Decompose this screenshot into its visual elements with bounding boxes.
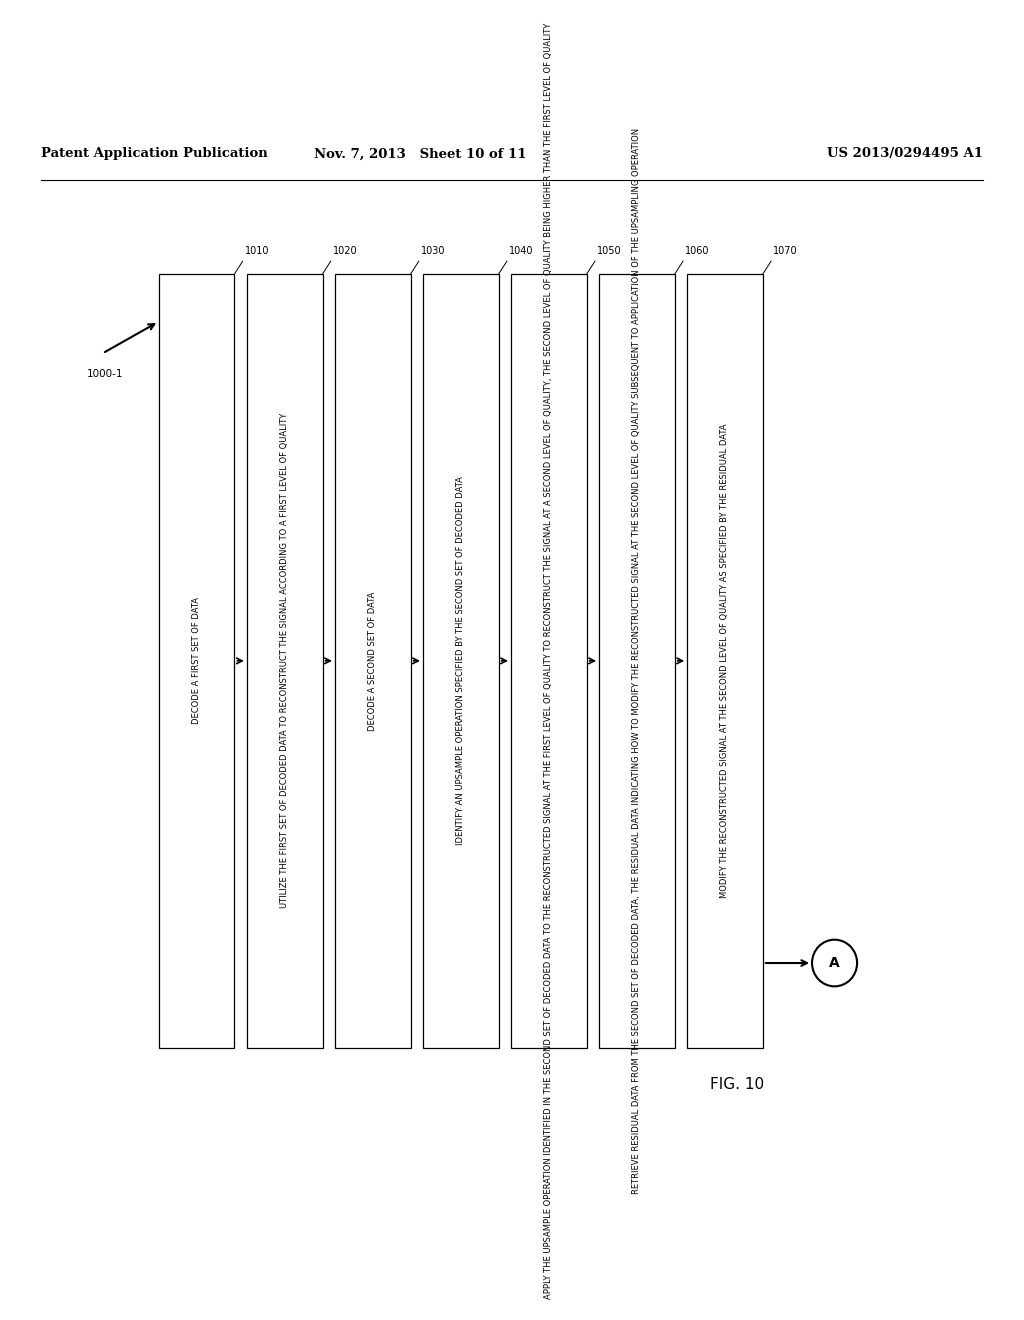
Text: UTILIZE THE FIRST SET OF DECODED DATA TO RECONSTRUCT THE SIGNAL ACCORDING TO A F: UTILIZE THE FIRST SET OF DECODED DATA TO… [281, 413, 289, 908]
Text: 1070: 1070 [773, 246, 798, 256]
Text: APPLY THE UPSAMPLE OPERATION IDENTIFIED IN THE SECOND SET OF DECODED DATA TO THE: APPLY THE UPSAMPLE OPERATION IDENTIFIED … [545, 22, 553, 1299]
FancyBboxPatch shape [511, 275, 587, 1048]
Text: Patent Application Publication: Patent Application Publication [41, 148, 267, 161]
Text: 1010: 1010 [245, 246, 269, 256]
Text: 1060: 1060 [685, 246, 710, 256]
FancyBboxPatch shape [599, 275, 675, 1048]
Text: RETRIEVE RESIDUAL DATA FROM THE SECOND SET OF DECODED DATA, THE RESIDUAL DATA IN: RETRIEVE RESIDUAL DATA FROM THE SECOND S… [633, 128, 641, 1193]
Text: Nov. 7, 2013   Sheet 10 of 11: Nov. 7, 2013 Sheet 10 of 11 [313, 148, 526, 161]
Text: DECODE A FIRST SET OF DATA: DECODE A FIRST SET OF DATA [193, 598, 201, 725]
Text: 1020: 1020 [333, 246, 357, 256]
Text: US 2013/0294495 A1: US 2013/0294495 A1 [827, 148, 983, 161]
Text: FIG. 10: FIG. 10 [711, 1077, 764, 1093]
FancyBboxPatch shape [247, 275, 323, 1048]
Text: 1000-1: 1000-1 [87, 370, 124, 379]
Text: 1030: 1030 [421, 246, 445, 256]
FancyBboxPatch shape [687, 275, 763, 1048]
Text: 1040: 1040 [509, 246, 534, 256]
Text: 1050: 1050 [597, 246, 622, 256]
FancyBboxPatch shape [423, 275, 499, 1048]
FancyBboxPatch shape [335, 275, 411, 1048]
Text: DECODE A SECOND SET OF DATA: DECODE A SECOND SET OF DATA [369, 591, 377, 730]
Text: A: A [829, 956, 840, 970]
FancyBboxPatch shape [159, 275, 234, 1048]
Text: IDENTIFY AN UPSAMPLE OPERATION SPECIFIED BY THE SECOND SET OF DECODED DATA: IDENTIFY AN UPSAMPLE OPERATION SPECIFIED… [457, 477, 465, 845]
Text: MODIFY THE RECONSTRUCTED SIGNAL AT THE SECOND LEVEL OF QUALITY AS SPECIFIED BY T: MODIFY THE RECONSTRUCTED SIGNAL AT THE S… [721, 424, 729, 898]
